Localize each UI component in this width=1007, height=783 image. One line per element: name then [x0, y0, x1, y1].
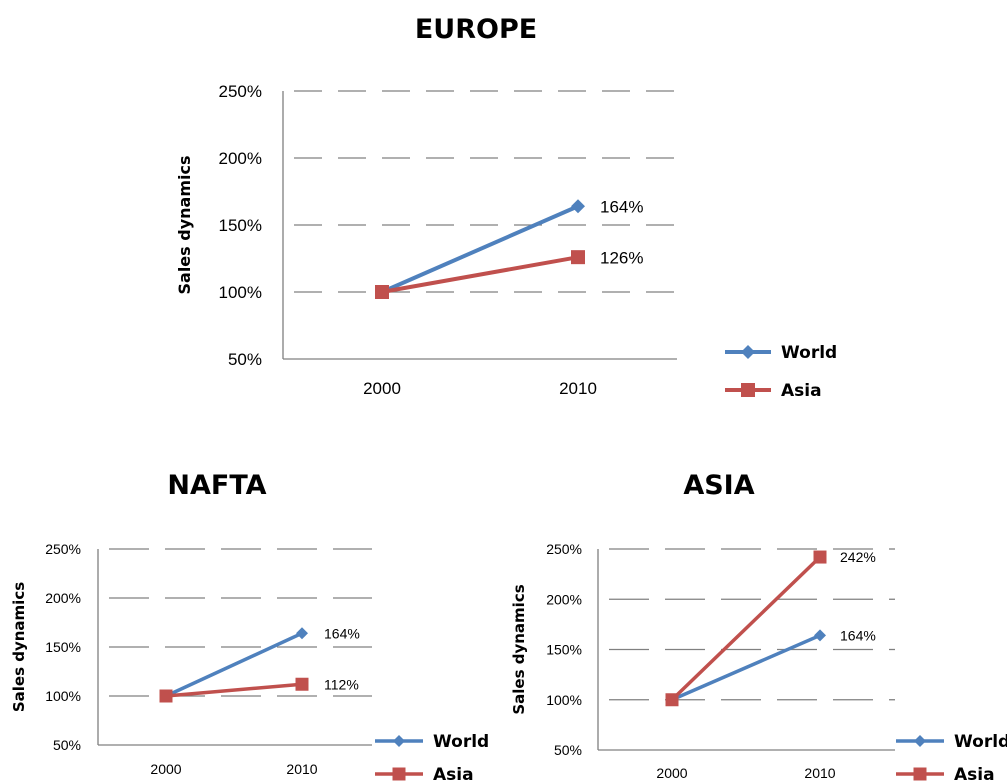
legend-label: World — [781, 343, 837, 363]
y-tick-label: 250% — [45, 541, 81, 557]
legend-label: World — [954, 732, 1007, 752]
legend-entry-asia: Asia — [375, 765, 474, 783]
y-axis-label: Sales dynamics — [510, 584, 528, 714]
data-label: 126% — [600, 248, 643, 267]
legend-marker — [741, 345, 755, 359]
y-tick-label: 150% — [45, 639, 81, 655]
legend-entry-asia: Asia — [725, 381, 822, 401]
data-point-asia — [571, 250, 585, 265]
data-point-world — [814, 629, 826, 642]
y-tick-label: 50% — [554, 742, 582, 758]
data-label: 112% — [324, 676, 359, 692]
data-point-asia — [159, 689, 173, 703]
legend-marker — [392, 767, 406, 781]
y-tick-label: 250% — [219, 82, 262, 101]
legend-marker — [913, 767, 927, 781]
data-label: 242% — [840, 549, 876, 565]
data-point-world — [296, 627, 308, 640]
y-tick-label: 50% — [228, 350, 262, 369]
chart-title: EUROPE — [415, 14, 537, 45]
y-tick-label: 150% — [546, 642, 582, 658]
y-tick-label: 50% — [53, 737, 81, 753]
legend-entry-asia: Asia — [896, 765, 995, 783]
chart-title: NAFTA — [167, 470, 266, 501]
legend-label: World — [433, 732, 489, 752]
chart-asia: ASIA Sales dynamics 50% 100% 150% 200% 250% 200… — [510, 470, 1007, 783]
legend-label: Asia — [781, 381, 822, 401]
data-label: 164% — [600, 197, 643, 216]
legend-label: Asia — [433, 765, 474, 783]
x-tick-label: 2000 — [656, 765, 687, 781]
y-tick-label: 150% — [219, 216, 262, 235]
y-tick-label: 100% — [45, 688, 81, 704]
data-label: 164% — [324, 625, 360, 641]
series-line-asia — [381, 255, 579, 294]
y-tick-label: 100% — [546, 692, 582, 708]
x-tick-label: 2000 — [150, 761, 181, 777]
data-point-asia — [665, 693, 679, 707]
series-line-world — [165, 631, 303, 698]
data-point-world — [571, 199, 585, 214]
chart-europe: EUROPE Sales dynamics 50% 100% 150% 200% 250% 2… — [175, 14, 837, 401]
series-line-asia — [670, 555, 822, 702]
y-axis-label: Sales dynamics — [175, 156, 194, 295]
x-tick-label: 2010 — [286, 761, 317, 777]
x-tick-label: 2010 — [804, 765, 835, 781]
y-axis-label: Sales dynamics — [10, 582, 28, 712]
legend-marker — [914, 735, 926, 747]
x-tick-label: 2010 — [559, 379, 597, 398]
chart-nafta: NAFTA Sales dynamics 50% 100% 150% 200% 250% 20… — [10, 470, 489, 783]
y-tick-label: 250% — [546, 541, 582, 557]
legend-marker — [393, 735, 405, 747]
y-tick-label: 200% — [219, 149, 262, 168]
x-tick-label: 2000 — [363, 379, 401, 398]
series-line-asia — [165, 682, 303, 698]
chart-title: ASIA — [683, 470, 754, 501]
data-point-asia — [813, 550, 827, 564]
legend-marker — [741, 383, 755, 397]
legend-entry-world: World — [725, 343, 837, 363]
legend-label: Asia — [954, 765, 995, 783]
data-label: 164% — [840, 627, 876, 643]
y-tick-label: 100% — [219, 283, 262, 302]
data-point-asia — [375, 285, 389, 299]
series-line-world — [381, 204, 579, 294]
y-tick-label: 200% — [45, 590, 81, 606]
data-point-asia — [295, 677, 309, 691]
legend-entry-world: World — [375, 732, 489, 752]
series-line-world — [671, 633, 821, 702]
y-tick-label: 200% — [546, 591, 582, 607]
legend-entry-world: World — [896, 732, 1007, 752]
